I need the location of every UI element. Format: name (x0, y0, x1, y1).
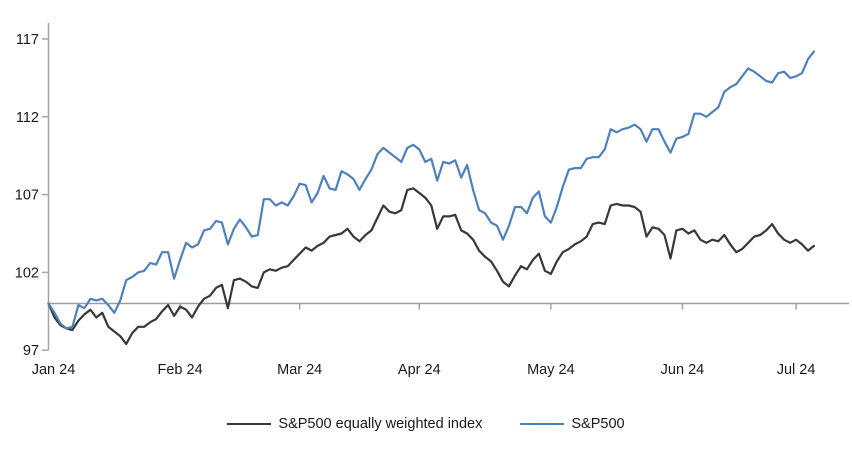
equal-weight-line-swatch (227, 423, 272, 425)
legend-label-equal-weight: S&P500 equally weighted index (278, 415, 483, 432)
line-chart: 97 102 107 112 117 Jan 24 Feb 24 Mar 24 Apr 24 Ma… (15, 23, 849, 378)
x-tick-label: Jul 24 (777, 362, 816, 378)
x-tick-label: Feb 24 (157, 362, 202, 378)
equal-weight-series-line (47, 187, 816, 346)
x-tick-label: Mar 24 (277, 362, 322, 378)
x-tick-label: Jan 24 (32, 362, 76, 378)
sp500-series-line (47, 50, 816, 330)
legend-item-sp500: S&P500 (520, 415, 625, 432)
y-tick-label: 117 (16, 32, 39, 48)
legend: S&P500 equally weighted index S&P500 (0, 412, 852, 436)
x-tick-label: Jun 24 (661, 362, 705, 378)
x-tick-label: May 24 (527, 362, 575, 378)
y-tick-label: 102 (15, 265, 39, 281)
legend-item-equal-weight: S&P500 equally weighted index (227, 417, 482, 432)
y-tick-label: 112 (16, 110, 39, 126)
sp500-line-swatch (520, 423, 565, 425)
y-tick-label: 107 (15, 188, 39, 204)
legend-label-sp500: S&P500 (571, 415, 625, 432)
y-tick-label: 97 (23, 343, 39, 359)
x-tick-label: Apr 24 (398, 362, 441, 378)
